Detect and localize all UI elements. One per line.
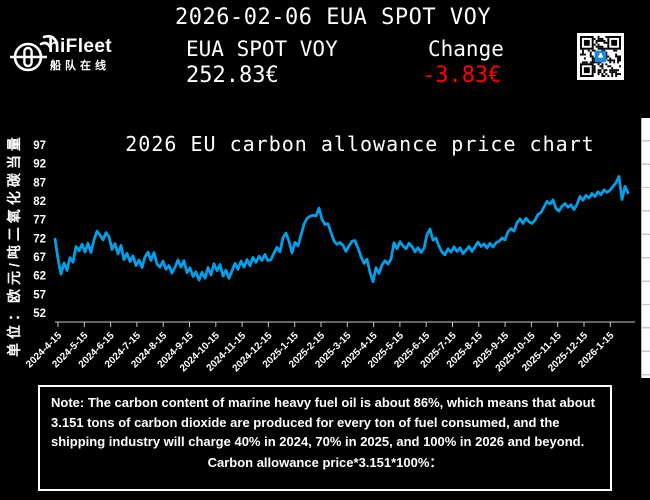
compass-icon	[10, 34, 59, 72]
chart-title: 2026 EU carbon allowance price chart	[125, 132, 595, 156]
scrollbar[interactable]	[641, 118, 650, 378]
svg-text:92: 92	[33, 159, 46, 171]
change-label: Change	[428, 37, 504, 61]
brand-name-cn: 船队在线	[50, 60, 110, 72]
svg-text:57: 57	[33, 289, 46, 301]
svg-text:67: 67	[33, 252, 46, 264]
note-text: Note: The carbon content of marine heavy…	[51, 395, 595, 449]
change-value: -3.83€	[422, 63, 502, 88]
brand-name: hiFleet	[48, 36, 113, 57]
svg-text:62: 62	[33, 271, 46, 283]
svg-text:82: 82	[33, 196, 46, 208]
svg-text:97: 97	[33, 140, 46, 152]
qr-code-icon	[577, 33, 624, 80]
note-formula: Carbon allowance price*3.151*100%：	[207, 454, 443, 470]
svg-text:87: 87	[33, 177, 46, 189]
y-axis-label: 单位：欧元/吨二氧化碳当量	[6, 133, 22, 357]
report-title: 2026-02-06 EUA SPOT VOY	[175, 5, 492, 30]
note-box: Note: The carbon content of marine heavy…	[38, 385, 612, 491]
svg-text:77: 77	[33, 215, 46, 227]
price-value: 252.83€	[186, 63, 279, 88]
svg-text:52: 52	[33, 308, 46, 320]
price-label: EUA SPOT VOY	[186, 37, 338, 61]
svg-text:72: 72	[33, 233, 46, 245]
